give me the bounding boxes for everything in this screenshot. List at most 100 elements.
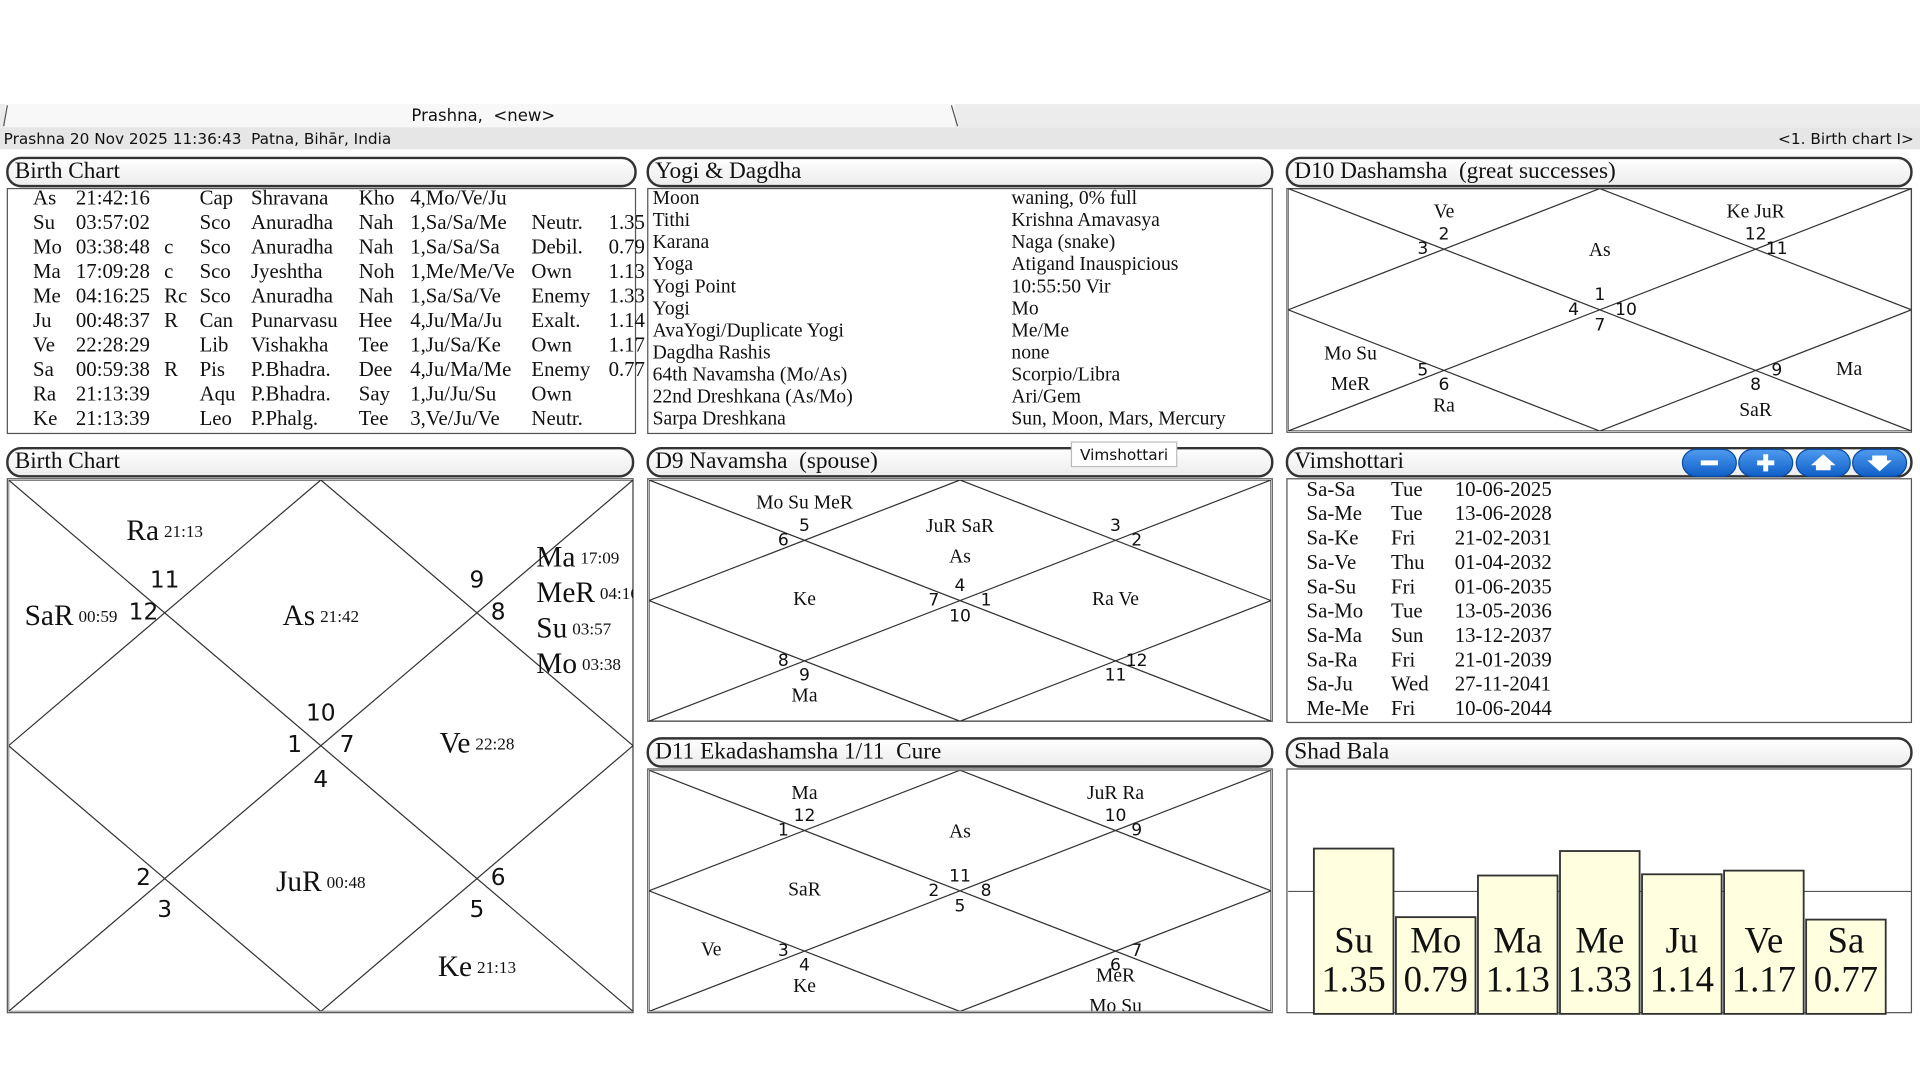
table-cell: 0.79: [609, 234, 645, 258]
sign-number: 11: [949, 866, 971, 886]
sign-number: 9: [1131, 821, 1142, 841]
dasha-cell: 13-05-2036: [1455, 599, 1552, 623]
sign-number: 5: [955, 896, 966, 916]
table-cell: Enemy: [531, 357, 591, 381]
dasha-cell: 13-06-2028: [1455, 501, 1552, 525]
yogi-value: Sun, Moon, Mars, Mercury: [1011, 409, 1225, 430]
table-cell: Nah: [359, 210, 394, 234]
planet-degree: 00:59: [78, 607, 117, 626]
dasha-cell: 13-12-2037: [1455, 623, 1552, 647]
status-left: Prashna 20 Nov 2025 11:36:43 Patna, Bihā…: [4, 130, 392, 148]
panel-title: D10 Dashamsha (great successes): [1294, 158, 1616, 184]
table-cell: Cap: [200, 185, 234, 209]
chart-line: [8, 745, 322, 1012]
table-cell: 1.17: [609, 332, 645, 356]
dasha-cell: 01-04-2032: [1455, 550, 1552, 574]
table-cell: 03:38:48: [76, 234, 150, 258]
sign-number: 11: [1766, 239, 1788, 259]
panel-header[interactable]: [1285, 737, 1913, 768]
nav-button[interactable]: [1852, 448, 1908, 477]
panel-header[interactable]: [6, 446, 635, 478]
table-cell: 4,Ju/Ma/Me: [410, 357, 511, 381]
tab-title[interactable]: Prashna, <new>: [411, 106, 555, 125]
nav-button[interactable]: [1795, 448, 1851, 477]
table-cell: 1,Sa/Sa/Sa: [410, 234, 500, 258]
planet: Ve: [701, 940, 722, 961]
yogi-value: Scorpio/Libra: [1011, 364, 1120, 385]
dasha-cell: Fri: [1391, 574, 1415, 598]
strength-bar: [1723, 869, 1805, 1015]
table-cell: 22:28:29: [76, 332, 150, 356]
planet: SaR: [1739, 400, 1773, 421]
dasha-cell: Sa-Su: [1307, 574, 1357, 598]
dasha-cell: Sa-Ke: [1307, 526, 1359, 550]
panel-body: [1286, 478, 1913, 724]
table-cell: Leo: [200, 406, 232, 430]
sign-number: 5: [470, 896, 485, 923]
table-cell: Neutr.: [531, 406, 582, 430]
bar-value: 1.13: [1486, 959, 1550, 1000]
tab[interactable]: [4, 104, 956, 128]
panel-header[interactable]: [646, 156, 1274, 188]
planet: Ra Ve: [1092, 589, 1139, 610]
yogi-value: Ari/Gem: [1011, 386, 1081, 407]
yogi-value: Naga (snake): [1011, 232, 1115, 253]
icon-minus: [1700, 460, 1718, 466]
planet: As: [1589, 240, 1611, 261]
nav-button[interactable]: [1681, 448, 1737, 477]
table-cell: Exalt.: [531, 308, 580, 332]
table-cell: 21:13:39: [76, 381, 150, 405]
table-cell: 4,Ju/Ma/Ju: [410, 308, 502, 332]
panel-body: [6, 187, 637, 435]
table-cell: c: [164, 234, 173, 258]
yogi-label: Moon: [653, 188, 700, 209]
strength-bar: [1559, 850, 1641, 1015]
dasha-cell: Sa-Ju: [1307, 672, 1354, 696]
planet-name: JuR: [276, 866, 322, 898]
sign-number: 8: [491, 598, 506, 625]
yogi-label: Tithi: [653, 210, 691, 231]
table-cell: Sco: [200, 234, 231, 258]
table-cell: 17:09:28: [76, 259, 150, 283]
dasha-cell: 27-11-2041: [1455, 672, 1551, 696]
table-cell: Mo: [33, 234, 62, 258]
status-bar: [0, 127, 1920, 150]
sign-number: 12: [1126, 651, 1148, 671]
panel-title: D9 Navamsha (spouse): [655, 448, 878, 474]
yogi-label: 22nd Dreshkana (As/Mo): [653, 386, 853, 407]
panel-header[interactable]: [646, 737, 1274, 768]
tooltip-box: [1070, 441, 1178, 468]
dasha-cell: 10-06-2044: [1455, 696, 1553, 720]
table-cell: As: [33, 185, 56, 209]
planet-name: Ke: [438, 951, 472, 983]
table-cell: 1,Ju/Sa/Ke: [410, 332, 501, 356]
table-cell: Kho: [359, 185, 395, 209]
table-cell: Anuradha: [251, 234, 333, 258]
chart-line: [1599, 309, 1912, 432]
panel-header[interactable]: [1285, 156, 1913, 188]
planet-degree: 21:13: [164, 522, 203, 541]
icon-up: [1811, 454, 1836, 471]
chart-line: [1288, 188, 1601, 311]
sign-number: 10: [1615, 300, 1637, 320]
sign-number: 3: [1110, 516, 1121, 536]
table-cell: 1.14: [609, 308, 646, 332]
panel-title: Vimshottari: [1294, 448, 1404, 474]
dasha-cell: Sa-Ma: [1307, 623, 1362, 647]
strength-bar: [1395, 916, 1477, 1015]
panel-title: Shad Bala: [1294, 738, 1389, 764]
nav-button[interactable]: [1738, 448, 1794, 477]
yogi-label: 64th Navamsha (Mo/As): [653, 364, 848, 385]
sign-number: 11: [1105, 665, 1127, 685]
planet: MeR 04:16: [536, 577, 639, 609]
sign-number: 12: [1745, 225, 1767, 245]
planet: Ma 17:09: [536, 541, 619, 573]
dasha-cell: Sa-Ve: [1307, 550, 1357, 574]
dasha-cell: 01-06-2035: [1455, 574, 1552, 598]
chart-line: [959, 890, 1272, 1012]
panel-header[interactable]: [6, 156, 637, 188]
sign-number: 2: [928, 881, 939, 901]
bar-value: 1.33: [1568, 959, 1632, 1000]
